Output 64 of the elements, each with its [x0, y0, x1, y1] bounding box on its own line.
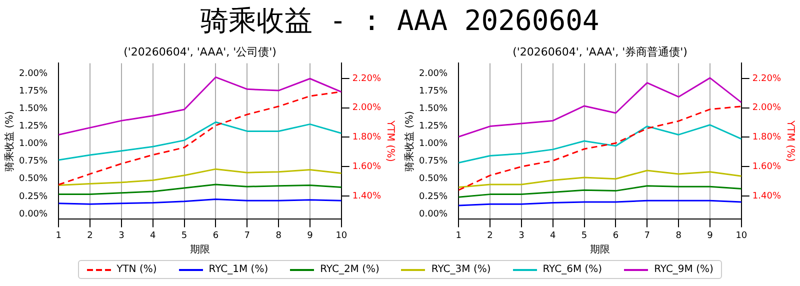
line-series: [458, 106, 742, 191]
x-tick-label: 4: [150, 230, 156, 241]
y-tick-label: 1.25%: [18, 122, 48, 132]
y2-tick-label: 2.20%: [752, 74, 782, 84]
y-axis-title: 骑乘收益 (%): [4, 110, 16, 172]
y2-axis-title: YTM (%): [784, 120, 796, 162]
y-tick-label: 1.50%: [18, 104, 48, 114]
y2-axis-title: YTM (%): [384, 120, 396, 162]
y-tick-label: 0.75%: [418, 156, 448, 167]
y-tick-label: 1.75%: [418, 86, 448, 97]
y-tick-label: 1.75%: [18, 86, 48, 97]
y-tick-label: 0.50%: [418, 174, 448, 184]
legend-label: YTN (%): [116, 264, 157, 275]
x-tick-label: 4: [550, 230, 556, 241]
y2-tick-label: 1.40%: [352, 191, 382, 202]
x-tick-label: 9: [307, 230, 314, 241]
x-tick-label: 6: [212, 230, 219, 241]
y-tick-label: 1.00%: [418, 139, 448, 150]
x-axis-title: 期限: [190, 244, 210, 256]
y-tick-label: 1.50%: [418, 104, 448, 114]
x-tick-label: 1: [456, 230, 462, 241]
y2-tick-label: 2.00%: [352, 103, 382, 114]
y-tick-label: 0.50%: [18, 174, 48, 184]
y2-tick-label: 2.20%: [352, 74, 382, 84]
x-tick-label: 9: [707, 230, 714, 241]
legend-label: RYC_9M (%): [654, 264, 714, 275]
x-tick-label: 1: [56, 230, 62, 241]
y-tick-label: 0.00%: [18, 209, 48, 220]
y2-tick-label: 1.80%: [752, 132, 782, 143]
x-tick-label: 10: [736, 230, 748, 241]
x-tick-label: 8: [676, 230, 682, 241]
x-tick-label: 3: [118, 230, 124, 241]
x-tick-label: 5: [581, 230, 588, 241]
legend-label: RYC_3M (%): [431, 264, 491, 275]
y-tick-label: 0.25%: [418, 192, 448, 202]
y-tick-label: 0.75%: [18, 156, 48, 167]
x-tick-label: 2: [487, 230, 493, 241]
x-tick-label: 7: [644, 230, 650, 241]
x-tick-label: 8: [276, 230, 282, 241]
y2-tick-label: 1.60%: [352, 162, 382, 172]
x-axis-title: 期限: [590, 244, 610, 256]
y-tick-label: 2.00%: [418, 69, 448, 80]
text: 骑乘收益 - : AAA 20260604: [200, 3, 600, 39]
legend-label: RYC_1M (%): [208, 264, 268, 275]
y2-tick-label: 1.80%: [352, 132, 382, 143]
chart-subtitle: ('20260604', 'AAA', '公司债'): [124, 45, 276, 58]
x-tick-label: 5: [181, 230, 188, 241]
legend-label: RYC_6M (%): [542, 264, 602, 275]
x-tick-label: 3: [518, 230, 524, 241]
y-tick-label: 0.25%: [18, 192, 48, 202]
y2-tick-label: 1.40%: [752, 191, 782, 202]
y-tick-label: 1.25%: [418, 122, 448, 132]
x-tick-label: 10: [336, 230, 348, 241]
y-tick-label: 0.00%: [418, 209, 448, 220]
y-axis-title: 骑乘收益 (%): [404, 110, 416, 172]
chart-subtitle: ('20260604', 'AAA', '券商普通债'): [512, 45, 688, 58]
legend-label: RYC_2M (%): [320, 264, 380, 275]
y-tick-label: 2.00%: [18, 69, 48, 80]
y2-tick-label: 1.60%: [752, 162, 782, 172]
y2-tick-label: 2.00%: [752, 103, 782, 114]
x-tick-label: 6: [612, 230, 619, 241]
y-tick-label: 1.00%: [18, 139, 48, 150]
x-tick-label: 7: [244, 230, 250, 241]
x-tick-label: 2: [87, 230, 93, 241]
